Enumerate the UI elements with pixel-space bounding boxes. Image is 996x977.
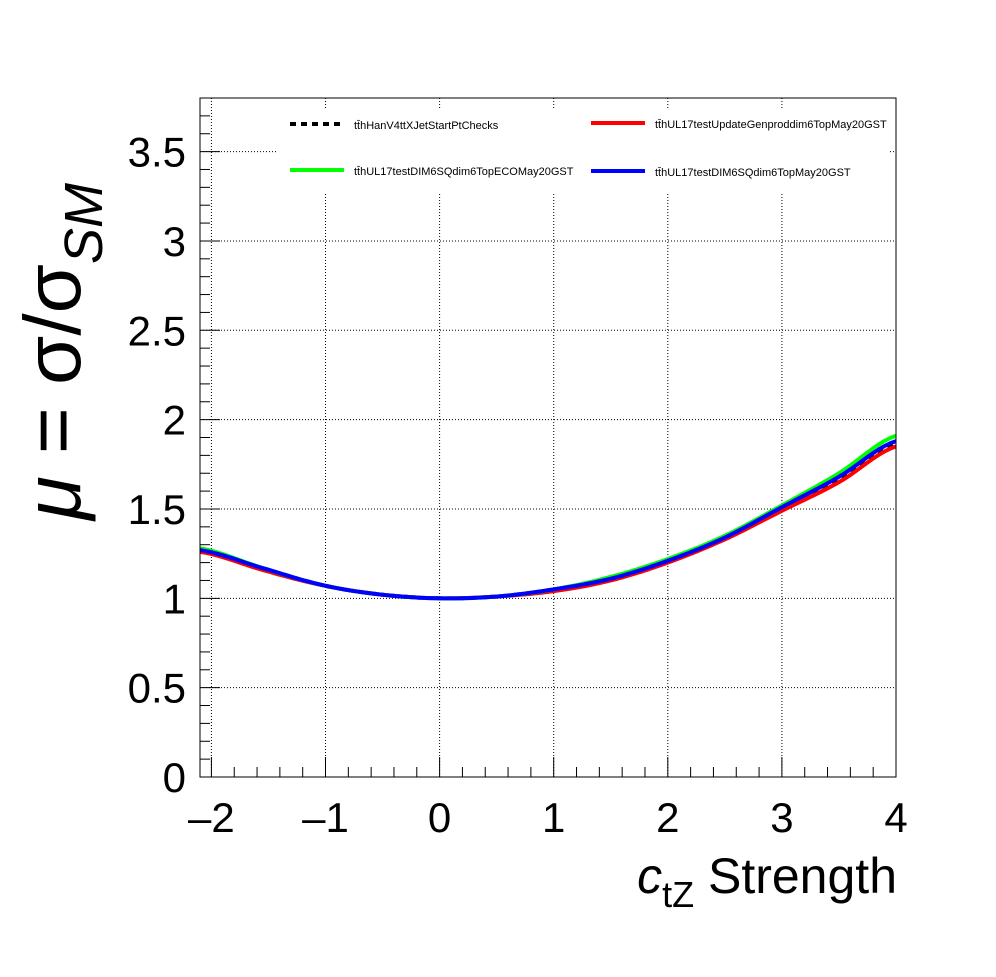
legend-label-3: tt̄hUL17testDIM6SQdim6TopMay20GST <box>655 167 851 179</box>
y-axis-title-ratio: = σ/σ <box>8 264 97 476</box>
x-tick-label: 4 <box>884 794 907 841</box>
x-axis-ticks: –2 –1 0 1 2 3 4 <box>188 757 908 841</box>
y-tick-label: 3 <box>163 218 186 265</box>
series-line-0 <box>199 440 897 601</box>
y-axis-title: μ = σ/σSM <box>8 183 114 522</box>
y-axis-ticks: 0 0.5 1 1.5 2 2.5 3 3.5 <box>128 115 220 801</box>
x-axis-title-subscript: tZ <box>662 874 694 915</box>
series-line-1 <box>199 444 897 601</box>
x-axis-title-rest: Strength <box>694 848 897 904</box>
series-layer <box>199 433 897 601</box>
legend-label-1: tt̄hUL17testUpdateGenproddim6TopMay20GST <box>655 119 887 131</box>
y-tick-label: 1.5 <box>128 486 186 533</box>
y-axis-title-subscript: SM <box>54 183 114 264</box>
grid-layer <box>200 98 896 777</box>
legend: tt̄hHanV4ttXJetStartPtChecks tt̄hUL17test… <box>278 108 890 194</box>
series-line-2 <box>199 433 897 601</box>
y-tick-label: 2 <box>163 397 186 444</box>
frame-layer <box>199 97 897 778</box>
y-tick-label: 0 <box>163 754 186 801</box>
x-axis-title: ctZ Strength <box>637 848 897 915</box>
y-tick-label: 3.5 <box>128 129 186 176</box>
legend-background <box>278 108 890 194</box>
series-line-3 <box>199 439 897 601</box>
x-tick-label: 1 <box>542 794 565 841</box>
plot-frame <box>199 97 897 778</box>
y-tick-label: 2.5 <box>128 307 186 354</box>
legend-label-0: tt̄hHanV4ttXJetStartPtChecks <box>354 120 499 132</box>
x-tick-label: –2 <box>188 794 235 841</box>
y-tick-label: 0.5 <box>128 665 186 712</box>
x-tick-label: 3 <box>770 794 793 841</box>
y-axis-title-mu: μ <box>8 476 97 522</box>
x-tick-label: –1 <box>302 794 349 841</box>
x-tick-label: 0 <box>428 794 451 841</box>
x-tick-label: 2 <box>656 794 679 841</box>
legend-label-2: tt̄hUL17testDIM6SQdim6TopECOMay20GST <box>354 166 574 178</box>
x-axis-title-main: c <box>637 848 662 904</box>
y-tick-label: 1 <box>163 575 186 622</box>
